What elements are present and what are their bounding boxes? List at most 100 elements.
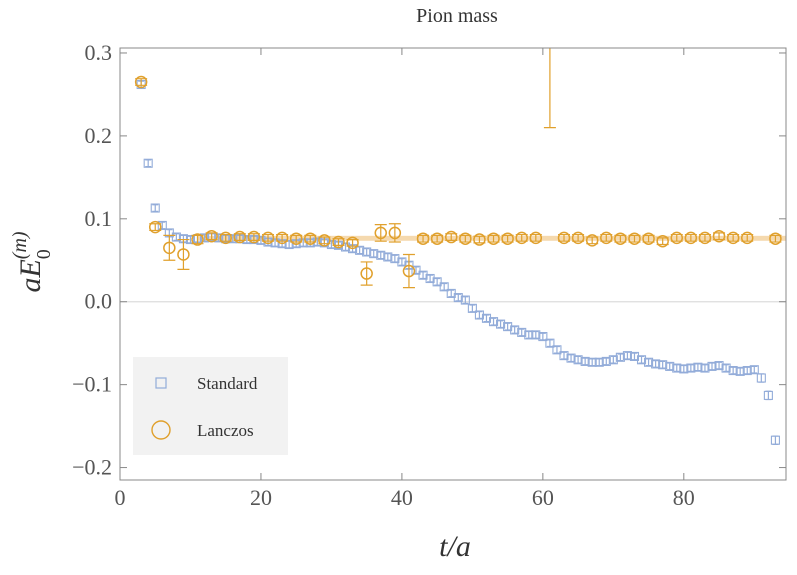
- marker: [756, 373, 766, 383]
- error-bar: [483, 314, 490, 323]
- error-bar: [469, 304, 476, 313]
- marker: [601, 356, 611, 366]
- error-bar: [360, 261, 373, 286]
- fit-band: [197, 235, 786, 241]
- marker: [686, 363, 696, 373]
- marker: [529, 231, 543, 245]
- y-tick-label: 0.1: [85, 206, 113, 231]
- x-tick-label: 60: [532, 485, 554, 510]
- marker: [503, 322, 513, 332]
- marker: [205, 229, 218, 243]
- error-bar: [518, 328, 525, 337]
- marker: [242, 234, 252, 245]
- marker: [355, 245, 365, 255]
- error-bar: [173, 233, 180, 241]
- marker: [402, 264, 416, 278]
- error-bar: [603, 357, 610, 366]
- chart-title: Pion mass: [416, 5, 498, 27]
- y-tick-label: −0.1: [72, 372, 112, 397]
- error-bar: [370, 249, 377, 258]
- error-bar: [543, 48, 556, 129]
- error-bar: [539, 332, 546, 341]
- y-label-sup: (m): [9, 231, 31, 259]
- error-bar: [673, 364, 680, 372]
- marker: [585, 234, 599, 247]
- marker: [531, 330, 541, 340]
- marker: [559, 351, 569, 361]
- x-tick-label: 0: [115, 485, 126, 510]
- marker: [600, 231, 613, 245]
- marker: [388, 226, 402, 240]
- error-bar: [455, 293, 462, 302]
- marker: [200, 233, 210, 243]
- error-bar: [490, 317, 497, 326]
- error-bar: [652, 359, 659, 368]
- error-bar: [758, 373, 765, 383]
- marker: [515, 231, 528, 245]
- marker: [700, 363, 710, 373]
- marker: [397, 257, 407, 267]
- marker: [481, 313, 492, 323]
- error-bar: [525, 330, 532, 339]
- y-tick-label: 0.3: [85, 40, 113, 65]
- error-bar: [561, 351, 567, 360]
- marker: [735, 366, 745, 376]
- legend-marker: [155, 377, 167, 389]
- plot-frame: [119, 47, 787, 481]
- error-bar: [701, 364, 708, 372]
- marker: [150, 203, 160, 213]
- marker: [214, 233, 224, 243]
- error-bar: [532, 330, 539, 339]
- marker: [284, 239, 294, 250]
- marker: [157, 220, 167, 230]
- marker: [679, 364, 689, 374]
- y-tick-label: 0.0: [85, 289, 113, 314]
- marker: [134, 75, 148, 89]
- marker: [501, 232, 514, 245]
- marker: [460, 295, 470, 305]
- error-bar: [687, 364, 694, 372]
- marker: [658, 360, 668, 370]
- marker: [608, 355, 618, 365]
- x-tick-label: 20: [250, 485, 272, 510]
- error-bar: [568, 354, 575, 363]
- marker: [304, 232, 317, 245]
- marker: [474, 310, 484, 320]
- error-bar: [152, 204, 159, 212]
- y-axis-label: aE0(m): [9, 231, 55, 292]
- error-bar: [582, 357, 589, 366]
- error-bar: [504, 322, 511, 331]
- marker: [672, 363, 682, 373]
- marker: [693, 362, 703, 372]
- error-bar: [546, 339, 553, 348]
- error-bar: [402, 253, 415, 289]
- error-bar: [553, 345, 560, 354]
- error-bar: [666, 362, 673, 371]
- marker: [726, 231, 740, 245]
- error-bar: [420, 271, 427, 280]
- marker: [670, 231, 684, 245]
- error-bar: [765, 390, 772, 401]
- error-bar: [497, 320, 504, 329]
- error-bar: [145, 159, 152, 168]
- marker: [488, 317, 499, 327]
- marker: [219, 231, 232, 245]
- marker: [622, 351, 632, 361]
- error-bar: [744, 366, 751, 375]
- y-label-base: aE: [14, 259, 47, 292]
- marker: [552, 345, 562, 355]
- marker: [545, 338, 555, 348]
- marker: [418, 270, 428, 280]
- marker: [143, 158, 153, 168]
- marker: [163, 241, 176, 255]
- y-tick-label: 0.2: [85, 123, 113, 148]
- marker: [644, 357, 654, 367]
- error-bar: [363, 248, 370, 256]
- marker: [376, 250, 386, 260]
- y-label-sub: 0: [33, 249, 55, 259]
- marker: [510, 325, 520, 335]
- error-bar: [441, 282, 448, 291]
- marker: [770, 435, 780, 445]
- marker: [171, 232, 181, 242]
